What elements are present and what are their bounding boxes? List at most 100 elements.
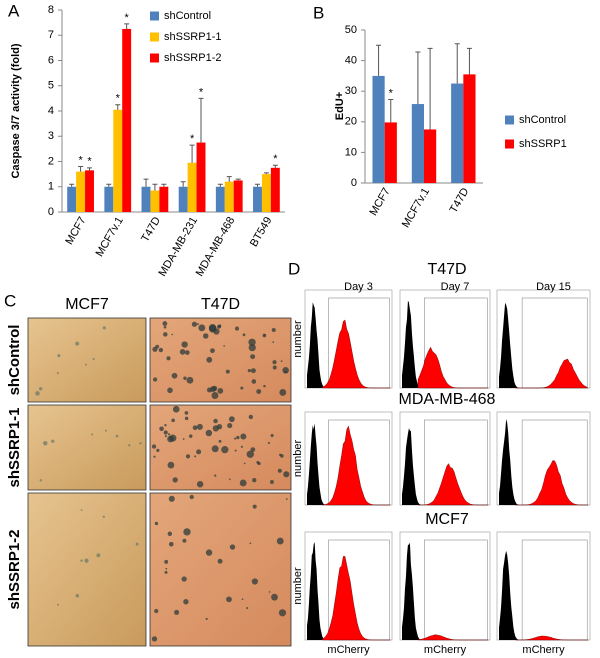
cell bbox=[250, 368, 256, 374]
positive-peak bbox=[322, 425, 391, 506]
cell bbox=[167, 461, 175, 469]
cell bbox=[153, 455, 156, 458]
cell bbox=[218, 439, 222, 443]
y-tick-label: 4 bbox=[48, 105, 54, 117]
bar bbox=[261, 174, 271, 212]
cell bbox=[102, 326, 106, 330]
y-tick-label: 0 bbox=[48, 206, 54, 218]
cell bbox=[159, 426, 164, 432]
panel-label: C bbox=[4, 291, 16, 310]
cell bbox=[196, 323, 199, 326]
significance-marker: * bbox=[273, 153, 278, 165]
cell bbox=[154, 521, 159, 526]
error-bar bbox=[152, 183, 158, 191]
cell bbox=[246, 450, 254, 458]
cell bbox=[172, 405, 180, 413]
cell bbox=[174, 609, 180, 615]
bar bbox=[424, 129, 437, 183]
y-axis-title: number bbox=[292, 320, 304, 358]
cell bbox=[181, 576, 187, 582]
bar bbox=[451, 83, 464, 183]
bar bbox=[270, 167, 280, 212]
cell bbox=[163, 430, 168, 435]
cell bbox=[205, 617, 208, 621]
cell bbox=[183, 528, 191, 536]
cell bbox=[186, 376, 194, 384]
panel-label: B bbox=[313, 3, 324, 22]
cell bbox=[271, 327, 276, 332]
cell bbox=[262, 333, 267, 338]
cell bbox=[228, 416, 235, 423]
error-bar bbox=[189, 144, 195, 163]
y-axis-title: EdU+ bbox=[334, 92, 346, 120]
row-title: T47D bbox=[427, 261, 466, 278]
cell bbox=[39, 479, 42, 482]
cell bbox=[268, 591, 271, 593]
legend-swatch bbox=[150, 11, 159, 21]
cell bbox=[217, 558, 223, 564]
x-tick-label: MCF7 bbox=[63, 215, 88, 247]
cell bbox=[272, 365, 277, 370]
error-bar bbox=[226, 176, 232, 182]
cell bbox=[167, 387, 173, 394]
cell bbox=[166, 356, 171, 361]
y-tick-label: 20 bbox=[345, 116, 357, 128]
cell bbox=[277, 468, 282, 473]
cell bbox=[283, 471, 290, 478]
cell bbox=[80, 509, 83, 511]
cell bbox=[285, 498, 288, 500]
cell bbox=[206, 387, 212, 393]
y-tick-label: 10 bbox=[345, 146, 357, 158]
cell bbox=[151, 636, 158, 642]
cell bbox=[183, 599, 189, 605]
cell bbox=[171, 372, 178, 379]
gate bbox=[521, 297, 588, 389]
x-tick-label: MCF7v.1 bbox=[94, 215, 126, 259]
cell bbox=[128, 444, 131, 447]
cell bbox=[80, 559, 83, 562]
cell bbox=[183, 376, 187, 380]
bar bbox=[159, 186, 169, 212]
row-label: shControl bbox=[6, 325, 23, 396]
cell bbox=[236, 435, 240, 440]
bar bbox=[187, 162, 197, 212]
y-tick-label: 5 bbox=[48, 80, 54, 92]
cell bbox=[35, 391, 40, 396]
legend-swatch bbox=[150, 53, 159, 63]
cell bbox=[241, 598, 244, 601]
cell bbox=[251, 379, 257, 384]
cell bbox=[240, 386, 244, 390]
cell bbox=[210, 348, 215, 354]
positive-peak bbox=[322, 319, 391, 389]
legend-swatch bbox=[150, 32, 159, 42]
y-tick-label: 1 bbox=[48, 181, 54, 193]
error-bar bbox=[124, 23, 130, 29]
error-bar bbox=[180, 181, 186, 187]
cell bbox=[198, 324, 206, 332]
bar bbox=[196, 142, 206, 212]
bar bbox=[67, 186, 77, 212]
positive-peak bbox=[515, 460, 589, 506]
significance-marker: * bbox=[199, 86, 204, 98]
bar bbox=[85, 170, 94, 212]
x-tick-label: BT549 bbox=[248, 215, 275, 249]
micrograph bbox=[27, 492, 147, 647]
cell bbox=[249, 542, 252, 545]
error-bar bbox=[272, 164, 278, 168]
cell bbox=[168, 495, 175, 502]
cell bbox=[164, 559, 169, 564]
cell bbox=[221, 446, 229, 454]
row-title: MDA-MB-468 bbox=[399, 391, 496, 408]
cell bbox=[84, 558, 89, 563]
cell bbox=[270, 433, 274, 438]
negative-peak bbox=[499, 419, 520, 505]
error-bar bbox=[235, 178, 241, 181]
bar bbox=[141, 186, 151, 212]
cell bbox=[96, 553, 101, 558]
negative-peak bbox=[499, 550, 520, 640]
legend-label: shSSRP1-2 bbox=[164, 52, 221, 64]
error-bar bbox=[415, 51, 421, 105]
error-bar bbox=[69, 183, 75, 187]
significance-marker: * bbox=[87, 156, 92, 168]
cell bbox=[251, 578, 259, 585]
